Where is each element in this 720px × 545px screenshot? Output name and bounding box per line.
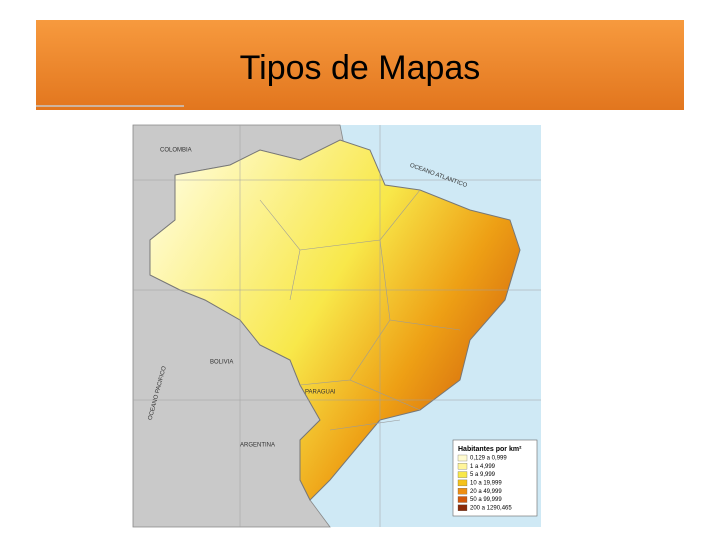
- map-label: ARGENTINA: [240, 443, 275, 449]
- brazil: [149, 139, 521, 501]
- legend-label: 0,129 a 0,999: [470, 456, 507, 462]
- title-bar: [36, 20, 684, 110]
- map: COLOMBIA BOLIVIA PARAGUAI ARGENTINA OCEA…: [132, 124, 541, 528]
- legend-swatch: [457, 454, 468, 462]
- legend-label: 50 a 99,999: [470, 497, 502, 503]
- graticule: [133, 125, 541, 527]
- legend-label: 200 a 1290,465: [470, 505, 512, 511]
- map-label: COLOMBIA: [160, 148, 192, 154]
- map-label: PARAGUAI: [305, 390, 336, 396]
- legend-label: 1 a 4,999: [470, 464, 496, 470]
- legend-label: 20 a 49,999: [470, 489, 502, 495]
- legend-items: 0,129 a 0,999 1 a 4,999 5 a 9,999 10 a 19,9…: [457, 454, 512, 511]
- legend-swatch: [457, 488, 468, 495]
- legend-box: [452, 439, 538, 517]
- legend-swatch: [457, 504, 468, 511]
- map-label: BOLIVIA: [210, 360, 233, 366]
- legend-label: 10 a 19,999: [470, 480, 502, 486]
- legend-swatch: [457, 479, 468, 487]
- legend-swatch: [457, 496, 468, 503]
- legend-swatch: [457, 463, 468, 470]
- legend-title: Habitantes por km²: [458, 446, 522, 453]
- slide-title: Tipos de Mapas: [240, 49, 481, 87]
- legend-label: 5 a 9,999: [470, 472, 496, 478]
- legend-swatch: [457, 471, 468, 478]
